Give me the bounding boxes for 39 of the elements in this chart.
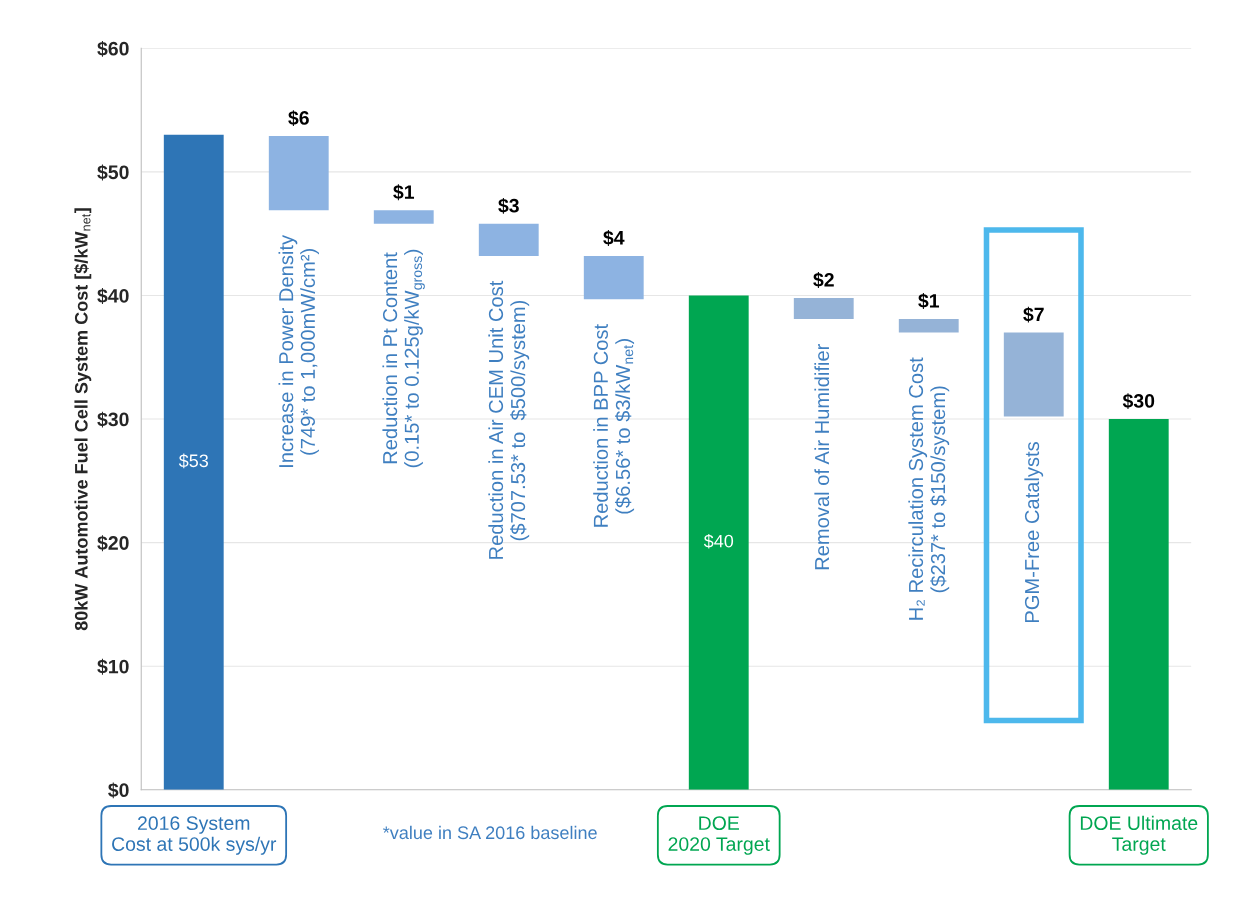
- data-label: $30: [1122, 393, 1155, 410]
- bar: [583, 255, 644, 300]
- bar: [1108, 419, 1169, 790]
- x-tick-label: Removal of Air Humidifier: [814, 344, 830, 570]
- x-tick-label: DOE 2020 Target: [668, 816, 770, 855]
- y-tick-label: $10: [97, 658, 129, 675]
- y-tick-label: $50: [97, 164, 129, 181]
- x-tick-label: DOE Ultimate Target: [1080, 815, 1198, 855]
- bar: [1003, 332, 1064, 417]
- data-label: $3: [498, 197, 519, 214]
- bar: [793, 297, 854, 319]
- bar: [268, 136, 329, 211]
- y-tick-label: $30: [97, 411, 129, 428]
- x-tick-label: Reduction in Air CEM Unit Cost ($707.53* to $500/system): [488, 280, 530, 559]
- data-label: $40: [703, 533, 734, 549]
- data-label: $2: [813, 272, 834, 288]
- x-tick-label: H₂ Recirculation System Cost ($237* to $150/system): [908, 357, 950, 620]
- data-label: $1: [918, 293, 940, 309]
- y-tick-label: $0: [108, 782, 129, 799]
- data-label: $4: [603, 230, 625, 246]
- bar: [478, 223, 539, 256]
- x-tick-label: PGM-Free Catalysts: [1024, 442, 1044, 623]
- text: *value in SA 2016 baseline: [383, 825, 597, 840]
- data-label: $6: [288, 110, 309, 127]
- data-label: $7: [1023, 306, 1044, 323]
- bar: [373, 210, 434, 224]
- x-tick-label: Reduction in Pt Content (0.15* to 0.125g/kW$_{gross}$): [382, 249, 425, 468]
- bar: [163, 134, 224, 790]
- y-tick-label: $40: [97, 288, 129, 304]
- data-label: $1: [393, 184, 415, 201]
- bar: [898, 318, 959, 333]
- x-tick-label: Increase in Power Density (749* to 1,000mW/cm²): [278, 234, 319, 467]
- x-tick-label: 2016 System Cost at 500k sys/yr: [112, 816, 277, 855]
- y-tick-label: $20: [97, 535, 129, 552]
- data-label: $53: [178, 453, 209, 469]
- y-tick-label: $60: [97, 40, 129, 57]
- bar: [688, 295, 749, 790]
- y-axis-title: 80kW Automotive Fuel Cell System Cost [$/kW$_{net}$]: [74, 208, 92, 631]
- x-tick-label: Reduction in BPP Cost ($6.56* to $3/kW$_{net}$): [593, 324, 635, 527]
